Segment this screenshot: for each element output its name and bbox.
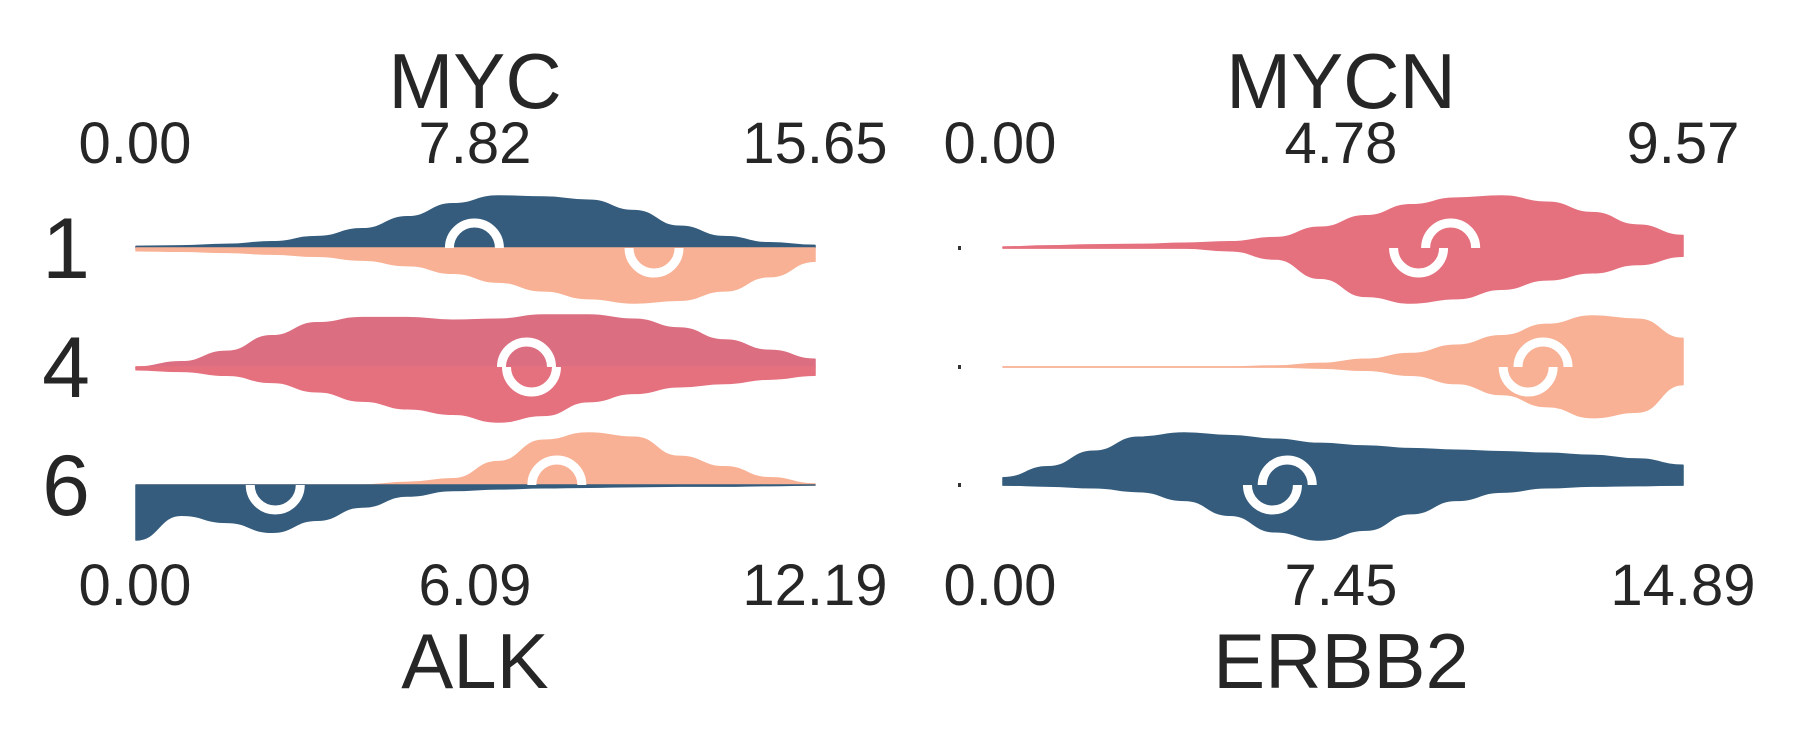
violin-layer xyxy=(135,195,1684,541)
gene-title-myc: MYC xyxy=(388,37,561,125)
median-marker-myc-row-1 xyxy=(444,218,504,249)
tick-label-erbb2-1: 7.45 xyxy=(1285,553,1398,618)
median-marker-layer xyxy=(245,218,1573,515)
tick-label-erbb2-0: 0.00 xyxy=(944,553,1057,618)
median-marker-erbb2-row-4 xyxy=(1498,366,1558,397)
tick-label-alk-2: 12.19 xyxy=(742,553,887,618)
violin-alk-row-4 xyxy=(135,366,816,423)
tick-label-alk-0: 0.00 xyxy=(79,553,192,618)
gene-title-alk: ALK xyxy=(401,617,548,705)
median-marker-mycn-row-4 xyxy=(1513,337,1573,368)
median-marker-alk-row-6 xyxy=(245,484,305,515)
violin-myc-row-4 xyxy=(135,314,816,368)
label-layer: MYC ALK 0.00 7.82 15.65 0.00 6.09 12.19 MYCN ERBB… xyxy=(42,37,1756,705)
tick-label-myc-0: 0.00 xyxy=(79,111,192,176)
median-marker-mycn-row-6 xyxy=(1257,455,1317,486)
violin-mycn-row-6 xyxy=(1002,432,1684,486)
gene-title-erbb2: ERBB2 xyxy=(1213,617,1469,705)
median-marker-erbb2-row-6 xyxy=(1242,484,1302,515)
tick-label-erbb2-2: 14.89 xyxy=(1610,553,1755,618)
row-tick-mark-1 xyxy=(958,365,961,369)
median-marker-myc-row-6 xyxy=(527,455,587,486)
violin-erbb2-row-4 xyxy=(1002,366,1684,419)
row-label-6: 6 xyxy=(42,438,90,534)
row-tick-mark-0 xyxy=(958,246,961,250)
tick-label-mycn-2: 9.57 xyxy=(1627,111,1740,176)
tick-label-alk-1: 6.09 xyxy=(419,553,532,618)
tick-label-mycn-0: 0.00 xyxy=(944,111,1057,176)
median-marker-alk-row-4 xyxy=(501,366,561,397)
row-label-1: 1 xyxy=(42,201,90,297)
violin-mycn-row-4 xyxy=(1002,315,1684,368)
tick-label-myc-1: 7.82 xyxy=(419,111,532,176)
gene-title-mycn: MYCN xyxy=(1226,37,1456,125)
tick-label-mycn-1: 4.78 xyxy=(1285,111,1398,176)
violin-alk-row-1 xyxy=(135,247,816,304)
panel-right xyxy=(958,195,1684,541)
median-marker-myc-row-4 xyxy=(496,337,556,368)
median-marker-alk-row-1 xyxy=(624,247,684,278)
violin-mycn-row-1 xyxy=(1002,195,1684,249)
violin-myc-row-6 xyxy=(135,432,816,486)
row-label-4: 4 xyxy=(42,320,90,416)
panel-left xyxy=(135,195,816,541)
violin-alk-row-6 xyxy=(135,484,816,541)
row-tick-mark-2 xyxy=(958,483,961,487)
median-marker-mycn-row-1 xyxy=(1421,218,1481,249)
violin-erbb2-row-1 xyxy=(1002,247,1684,304)
median-marker-erbb2-row-1 xyxy=(1389,247,1449,278)
tick-label-myc-2: 15.65 xyxy=(742,111,887,176)
violin-erbb2-row-6 xyxy=(1002,484,1684,541)
